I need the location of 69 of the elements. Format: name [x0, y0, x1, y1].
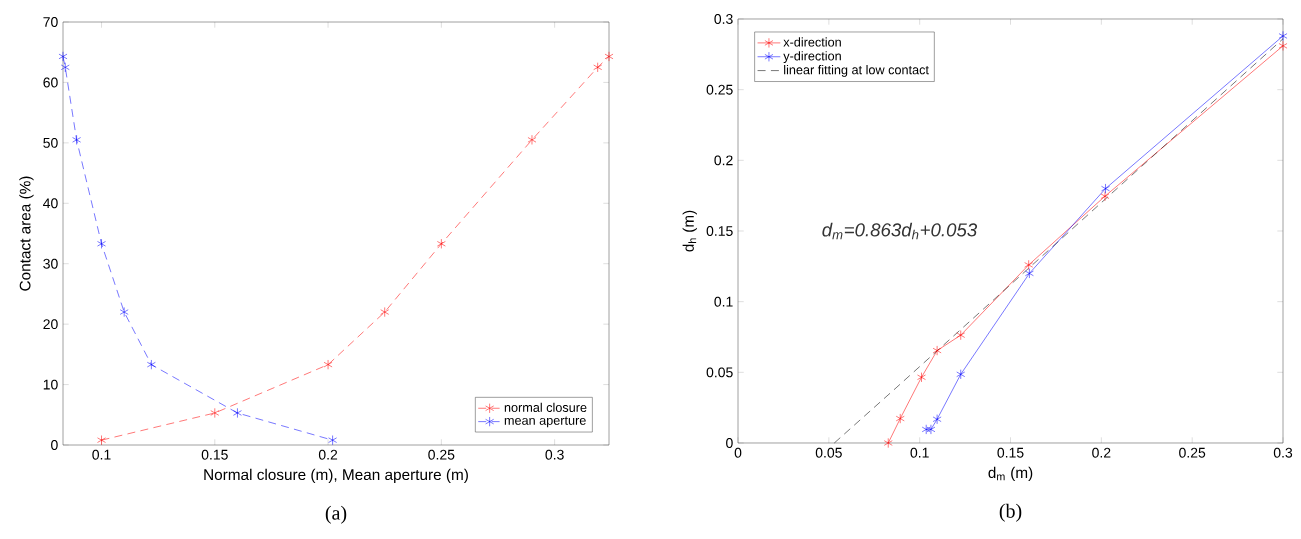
- point: [593, 62, 602, 73]
- y-tick-label: 0.1: [714, 296, 733, 307]
- x-tick-label: 0.3: [545, 449, 564, 460]
- point: [437, 238, 446, 249]
- annotation: d$_{m}$=0.863d$_{h}$+0.053: [822, 222, 978, 240]
- y-tick-label: 50: [43, 137, 58, 148]
- y-tick-label: 0.15: [706, 226, 733, 236]
- point: [119, 307, 129, 317]
- point: [932, 414, 942, 425]
- y-tick-label: 0: [51, 440, 58, 450]
- text: (a): [325, 505, 347, 524]
- y-tick-label: 10: [43, 379, 58, 390]
- point: [932, 345, 942, 356]
- point: [97, 435, 106, 446]
- x-tick-label: 0.15: [997, 447, 1024, 458]
- point: [233, 408, 242, 418]
- point: [527, 134, 537, 145]
- x-axis-title: d$_{m}$ (m): [988, 466, 1033, 482]
- legend-label: y-direction: [783, 51, 841, 63]
- x-tick-label: 0.05: [815, 447, 842, 458]
- point: [1024, 259, 1033, 270]
- legend-label: mean aperture: [504, 416, 586, 428]
- point: [380, 307, 390, 317]
- x-axis-title: Normal closure (m), Mean aperture (m): [204, 468, 468, 484]
- x-tick-label: 0.25: [428, 449, 455, 460]
- point: [956, 330, 966, 341]
- x-tick-label: 0.1: [910, 447, 929, 458]
- x-tick-label: 0: [734, 447, 742, 458]
- x-tick-label: 0.1: [92, 449, 111, 460]
- point: [58, 51, 68, 62]
- point: [210, 408, 220, 418]
- y-tick-label: 0: [726, 438, 733, 448]
- point: [604, 51, 614, 62]
- y-tick-label: 0.3: [714, 14, 733, 24]
- y-tick-label: 0.05: [706, 367, 733, 378]
- point: [147, 359, 156, 370]
- y-tick-label: 40: [43, 198, 58, 209]
- point: [1278, 31, 1288, 41]
- text: (b): [999, 503, 1022, 522]
- point: [60, 62, 70, 73]
- legend-label: linear fitting at low contact: [784, 65, 929, 77]
- point: [956, 369, 966, 380]
- y-tick-label: 30: [43, 258, 58, 269]
- x-tick-label: 0.25: [1179, 447, 1206, 458]
- point: [72, 134, 81, 145]
- y-tick-label: 60: [43, 77, 58, 88]
- point: [1100, 191, 1110, 202]
- y-axis-title: Contact area (%): [19, 176, 34, 291]
- x-tick-label: 0.2: [318, 449, 338, 460]
- point: [883, 438, 893, 448]
- y-axis-title: d$_{h}$ (m): [682, 210, 697, 252]
- y-tick-label: 20: [43, 319, 58, 330]
- x-tick-label: 0.3: [1273, 447, 1293, 458]
- point: [328, 435, 337, 446]
- point: [895, 413, 905, 424]
- y-tick-label: 70: [43, 17, 58, 27]
- point: [1025, 268, 1034, 279]
- y-tick-label: 0.2: [714, 155, 733, 166]
- point: [323, 359, 333, 370]
- x-tick-label: 0.15: [201, 449, 228, 460]
- y-tick-label: 0.25: [706, 84, 733, 95]
- legend-label: x-direction: [783, 37, 841, 47]
- point: [917, 372, 926, 383]
- legend-label: normal closure: [504, 402, 587, 412]
- point: [1101, 183, 1110, 194]
- point: [1278, 40, 1288, 51]
- point: [97, 238, 106, 249]
- point: [921, 424, 931, 435]
- x-tick-label: 0.2: [1092, 447, 1111, 458]
